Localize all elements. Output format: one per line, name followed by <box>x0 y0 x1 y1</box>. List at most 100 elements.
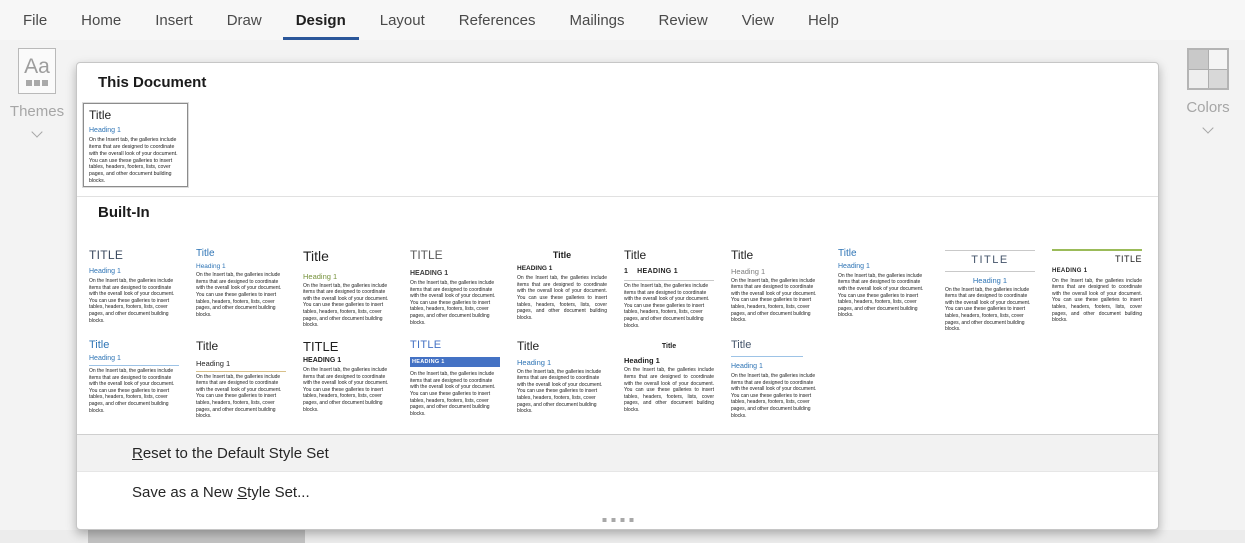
thumb-heading: Heading 1 <box>517 357 552 367</box>
style-set-thumbnail[interactable]: Title 1 HEADING 1 On the Insert tab, the g… <box>621 246 717 331</box>
style-set-thumbnail[interactable]: Title Heading 1 On the Insert tab, the gal… <box>728 337 824 422</box>
style-set-thumbnail[interactable]: TITLE HEADING 1 On the Insert tab, the gal… <box>1049 246 1145 331</box>
thumb-heading: Heading 1 <box>731 266 766 276</box>
style-set-thumbnail[interactable]: Title Heading 1 On the Insert tab, the gal… <box>86 337 182 422</box>
thumb-body-text: On the Insert tab, the galleries include… <box>196 373 282 420</box>
tab-help[interactable]: Help <box>807 11 839 29</box>
tab-design[interactable]: Design <box>282 0 359 40</box>
thumb-body-text: On the Insert tab, the galleries include… <box>838 272 924 319</box>
thumb-body-text: On the Insert tab, the galleries include… <box>945 286 1031 331</box>
section-divider <box>77 196 1158 197</box>
style-set-thumbnail[interactable]: Title HEADING 1 On the Insert tab, the gal… <box>514 246 610 331</box>
thumb-body-text: On the Insert tab, the galleries include… <box>624 367 714 413</box>
thumb-title: Title <box>624 248 647 262</box>
tab-draw[interactable]: Draw <box>226 11 262 29</box>
thumb-heading: Heading 1 <box>624 356 660 366</box>
thumb-title: Title <box>731 248 754 262</box>
thumb-heading: HEADING 1 <box>303 356 342 364</box>
chevron-down-icon <box>1202 122 1214 134</box>
thumb-title: TITLE <box>410 339 442 351</box>
thumb-title: Title <box>196 248 215 259</box>
aa-glyph: Aa <box>24 55 50 78</box>
style-set-thumbnail[interactable]: TITLE Heading 1 On the Insert tab, the gal… <box>942 246 1038 331</box>
chevron-down-icon <box>31 126 43 138</box>
thumb-heading: Heading 1 <box>89 126 121 134</box>
thumb-body-text: On the Insert tab, the galleries include… <box>196 272 282 318</box>
style-set-thumbnail[interactable]: Title Heading 1 On the Insert tab, the gal… <box>728 246 824 331</box>
colors-label: Colors <box>1186 99 1230 116</box>
thumb-title: Title <box>838 248 857 259</box>
thumb-heading: Heading 1 <box>972 275 1008 285</box>
style-set-thumbnail[interactable]: TITLE HEADING 1 On the Insert tab, the gal… <box>300 337 396 422</box>
tab-review[interactable]: Review <box>658 11 708 29</box>
themes-icon: Aa <box>18 48 56 94</box>
tab-home[interactable]: Home <box>81 11 122 29</box>
thumb-body-text: On the Insert tab, the galleries include… <box>303 282 389 329</box>
style-set-thumbnail[interactable]: Title Heading 1 On the Insert tab, the gal… <box>83 103 188 187</box>
style-set-thumbnail[interactable]: Title Heading 1 On the Insert tab, the gal… <box>835 246 931 331</box>
thumb-heading: HEADING 1 <box>1052 268 1088 275</box>
thumb-title: Title <box>89 108 112 122</box>
reset-default-style-set-item[interactable]: Reset to the Default Style Set <box>77 434 1158 472</box>
thumb-title: TITLE <box>1052 249 1142 264</box>
thumb-heading: Heading 1 <box>731 362 763 370</box>
colors-grid-icon <box>1187 48 1229 90</box>
tab-references[interactable]: References <box>458 11 536 29</box>
thumb-body-text: On the Insert tab, the galleries include… <box>517 368 603 415</box>
style-set-thumbnail[interactable]: TITLE HEADING 1 On the Insert tab, the gal… <box>407 246 503 331</box>
thumb-title: TITLE <box>410 248 443 262</box>
thumb-body-text: On the Insert tab, the galleries include… <box>731 277 817 324</box>
thumb-heading: HEADING 1 <box>410 269 449 277</box>
thumb-title: Title <box>303 248 329 264</box>
thumb-title: Title <box>196 339 219 353</box>
built-in-row: TITLE Heading 1 On the Insert tab, the gal… <box>86 246 1145 331</box>
style-set-thumbnail[interactable]: Title Heading 1 On the Insert tab, the gal… <box>193 337 289 422</box>
thumb-title: Title <box>552 250 572 260</box>
built-in-header: Built-In <box>98 204 150 221</box>
menu-label: Reset to the Default Style Set <box>132 444 329 462</box>
thumb-title: Title <box>517 339 540 353</box>
thumb-body-text: On the Insert tab, the galleries include… <box>410 371 496 417</box>
style-set-thumbnail[interactable]: TITLE Heading 1 On the Insert tab, the gal… <box>86 246 182 331</box>
thumb-body-text: On the Insert tab, the galleries include… <box>89 136 178 185</box>
tab-layout[interactable]: Layout <box>379 11 425 29</box>
style-set-gallery-dropdown: This Document Title Heading 1 On the Inser… <box>76 62 1159 530</box>
thumb-body-text: On the Insert tab, the galleries include… <box>731 372 817 419</box>
tab-mailings[interactable]: Mailings <box>569 11 625 29</box>
style-set-thumbnail[interactable]: Title Heading 1 On the Insert tab, the gal… <box>621 337 717 422</box>
tab-file[interactable]: File <box>23 11 48 29</box>
save-new-style-set-item[interactable]: Save as a New Style Set... <box>77 472 1158 513</box>
this-document-header: This Document <box>98 74 207 91</box>
thumb-title: TITLE <box>945 250 1035 272</box>
thumb-heading: 1 HEADING 1 <box>624 268 714 281</box>
themes-label: Themes <box>9 103 65 120</box>
thumb-body-text: On the Insert tab, the galleries include… <box>624 282 710 329</box>
thumb-heading: HEADING 1 <box>517 265 553 273</box>
thumb-heading: HEADING 1 <box>410 356 500 368</box>
thumb-heading: Heading 1 <box>196 262 226 270</box>
style-set-thumbnail[interactable]: TITLE HEADING 1 On the Insert tab, the gal… <box>407 337 503 422</box>
tab-insert[interactable]: Insert <box>155 11 193 29</box>
themes-button[interactable]: Aa Themes <box>2 48 72 138</box>
style-set-thumbnail[interactable]: Title Heading 1 On the Insert tab, the gal… <box>300 246 396 331</box>
thumb-body-text: On the Insert tab, the galleries include… <box>410 279 496 326</box>
gallery-menu: Reset to the Default Style Set Save as a… <box>77 434 1158 513</box>
thumb-heading: Heading 1 <box>838 262 870 270</box>
thumb-body-text: On the Insert tab, the galleries include… <box>1052 277 1142 324</box>
thumb-body-text: On the Insert tab, the galleries include… <box>303 367 389 413</box>
thumb-title: Title <box>89 339 110 351</box>
style-set-thumbnail[interactable]: Title Heading 1 On the Insert tab, the gal… <box>514 337 610 422</box>
gallery-resize-grip[interactable] <box>602 518 633 522</box>
thumb-heading: Heading 1 <box>303 271 338 281</box>
thumb-title: TITLE <box>89 248 124 262</box>
this-document-items: Title Heading 1 On the Insert tab, the gal… <box>83 103 188 187</box>
thumb-heading: Heading 1 <box>89 355 179 366</box>
colors-button[interactable]: Colors <box>1173 48 1243 134</box>
thumb-body-text: On the Insert tab, the galleries include… <box>89 367 175 414</box>
tab-view[interactable]: View <box>741 11 774 29</box>
document-area-edge <box>0 530 1245 543</box>
thumb-heading: Heading 1 <box>196 359 286 372</box>
style-set-thumbnail[interactable]: Title Heading 1 On the Insert tab, the gal… <box>193 246 289 331</box>
thumb-title: TITLE <box>303 339 339 354</box>
